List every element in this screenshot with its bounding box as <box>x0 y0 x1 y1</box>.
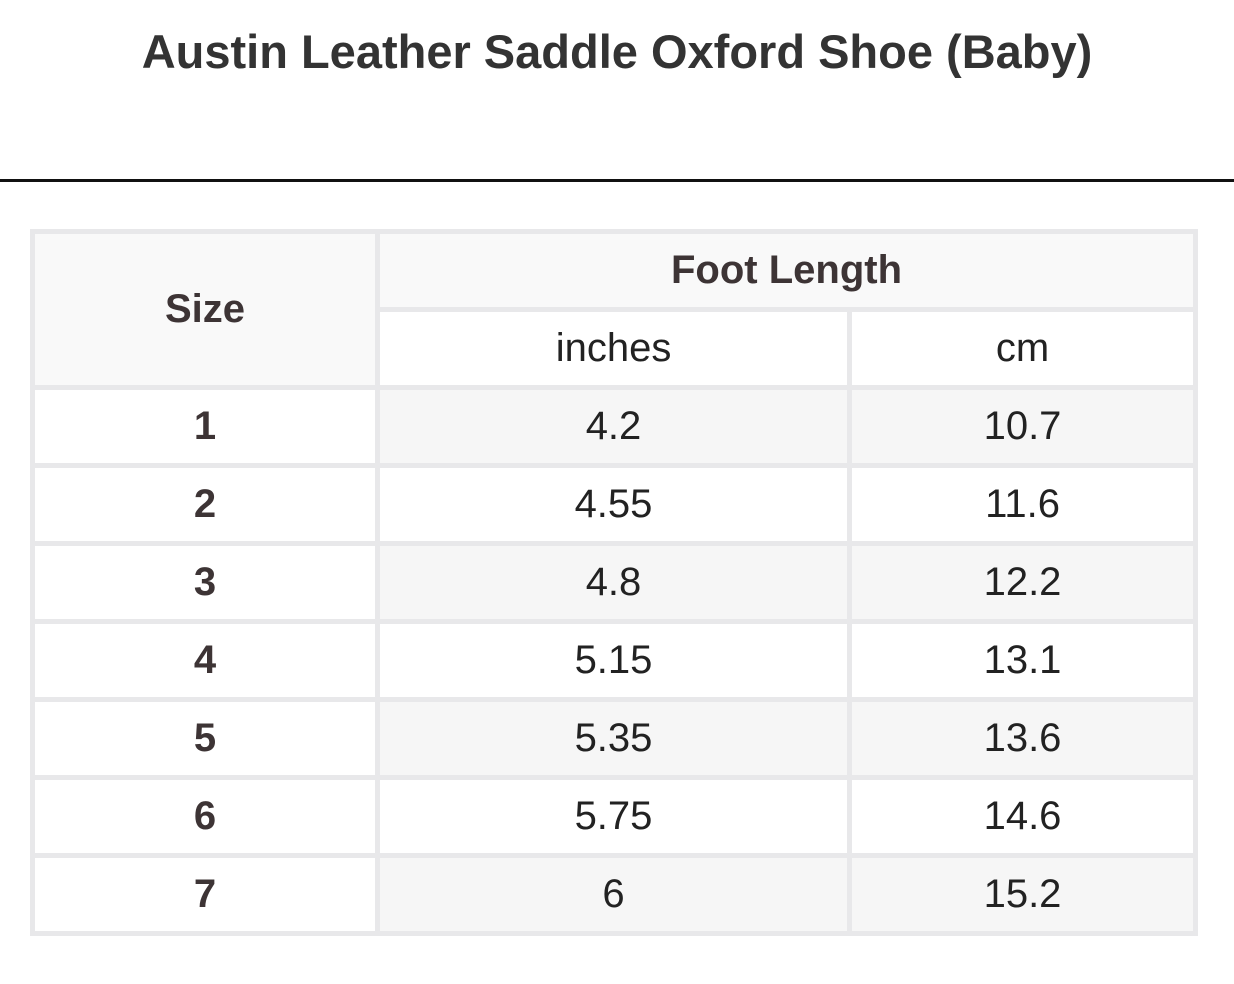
cm-cell: 13.6 <box>846 697 1199 780</box>
table-row: 5 5.35 13.6 <box>30 697 1199 780</box>
size-cell: 7 <box>30 853 380 936</box>
size-cell: 5 <box>30 697 380 780</box>
size-cell: 4 <box>30 619 380 702</box>
inches-cell: 4.55 <box>375 463 852 546</box>
cm-cell: 14.6 <box>846 775 1199 858</box>
size-cell: 6 <box>30 775 380 858</box>
table-row: 1 4.2 10.7 <box>30 385 1199 468</box>
inches-header: inches <box>375 307 852 390</box>
inches-cell: 4.8 <box>375 541 852 624</box>
table-row: 3 4.8 12.2 <box>30 541 1199 624</box>
table-row: 4 5.15 13.1 <box>30 619 1199 702</box>
cm-cell: 13.1 <box>846 619 1199 702</box>
size-header: Size <box>30 229 380 390</box>
size-cell: 3 <box>30 541 380 624</box>
size-cell: 1 <box>30 385 380 468</box>
table-row: 6 5.75 14.6 <box>30 775 1199 858</box>
size-chart-table: Size Foot Length inches cm 1 4.2 10.7 2 4.55… <box>30 229 1199 936</box>
inches-cell: 4.2 <box>375 385 852 468</box>
cm-cell: 15.2 <box>846 853 1199 936</box>
cm-cell: 11.6 <box>846 463 1199 546</box>
inches-cell: 5.35 <box>375 697 852 780</box>
inches-cell: 5.15 <box>375 619 852 702</box>
inches-cell: 6 <box>375 853 852 936</box>
cm-cell: 12.2 <box>846 541 1199 624</box>
cm-cell: 10.7 <box>846 385 1199 468</box>
table-row: 7 6 15.2 <box>30 853 1199 936</box>
inches-cell: 5.75 <box>375 775 852 858</box>
foot-length-header: Foot Length <box>374 229 1199 312</box>
size-cell: 2 <box>30 463 380 546</box>
cm-header: cm <box>846 307 1199 390</box>
table-row: 2 4.55 11.6 <box>30 463 1199 546</box>
divider <box>0 179 1234 182</box>
page-title: Austin Leather Saddle Oxford Shoe (Baby) <box>141 25 1093 78</box>
